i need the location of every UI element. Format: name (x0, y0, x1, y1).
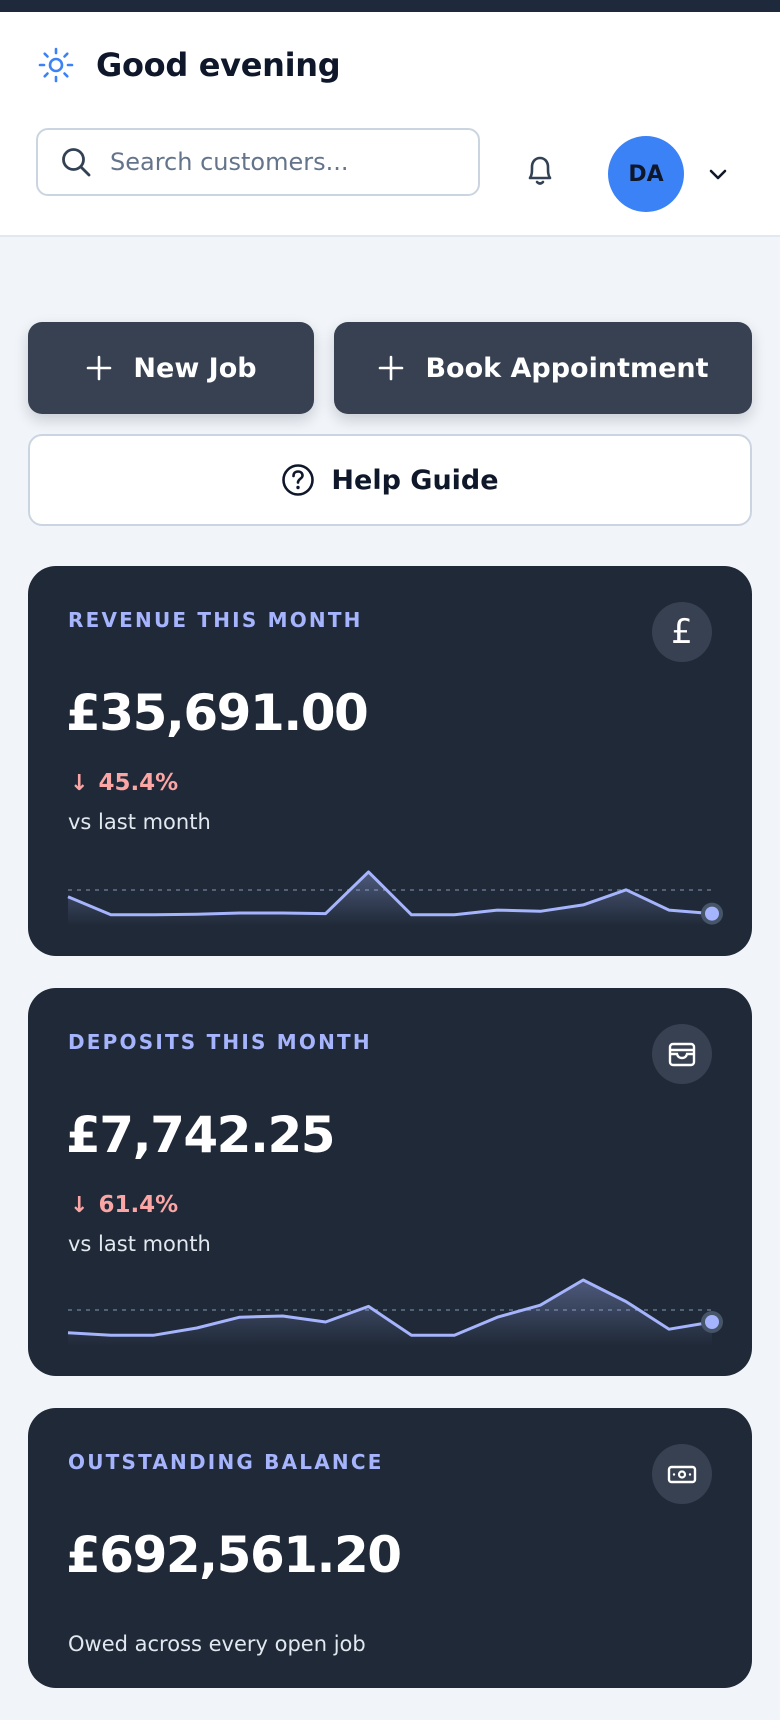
sparkline-line (67, 1278, 713, 1337)
outstanding-card-title: OUTSTANDING BALANCE (68, 1450, 384, 1474)
revenue-change-value: 45.4% (98, 770, 179, 796)
sparkline-area (68, 1280, 712, 1346)
greeting-text: Good evening (96, 46, 341, 84)
deposits-change: ↓ 61.4% (70, 1192, 178, 1218)
greeting: Good evening (38, 46, 341, 84)
outstanding-value: £692,561.20 (66, 1526, 402, 1584)
deposits-sparkline (67, 1278, 723, 1346)
revenue-comparison: vs last month (68, 810, 211, 834)
search-box[interactable] (36, 128, 480, 196)
arrow-down-icon: ↓ (70, 1192, 89, 1218)
chevron-down-icon[interactable] (706, 162, 730, 186)
sparkline-end-point (705, 1315, 719, 1329)
help-guide-button[interactable]: Help Guide (28, 434, 752, 526)
deposits-card[interactable]: DEPOSITS THIS MONTH £7,742.25 ↓ 61.4% vs… (28, 988, 752, 1376)
sun-icon (38, 47, 74, 83)
notification-bell-icon[interactable] (520, 150, 560, 190)
revenue-card-title: REVENUE THIS MONTH (68, 608, 363, 632)
arrow-down-icon: ↓ (70, 770, 89, 796)
new-job-label: New Job (133, 352, 257, 384)
sparkline-area (68, 871, 712, 926)
new-job-button[interactable]: New Job (28, 322, 314, 414)
wallet-icon (652, 1024, 712, 1084)
app-header: Good evening DA (0, 12, 780, 237)
deposits-card-title: DEPOSITS THIS MONTH (68, 1030, 372, 1054)
revenue-sparkline (67, 870, 723, 926)
sparkline-end-point (705, 906, 719, 921)
book-appointment-button[interactable]: Book Appointment (334, 322, 752, 414)
pound-sign-icon: £ (652, 602, 712, 662)
sparkline-line (67, 870, 713, 917)
plus-icon (379, 355, 404, 381)
plus-icon (87, 355, 112, 381)
search-icon (62, 148, 91, 177)
deposits-comparison: vs last month (68, 1232, 211, 1256)
revenue-card[interactable]: REVENUE THIS MONTH £ £35,691.00 ↓ 45.4% … (28, 566, 752, 956)
book-appointment-label: Book Appointment (425, 352, 709, 384)
help-guide-label: Help Guide (331, 464, 499, 496)
top-status-bar (0, 0, 780, 12)
help-circle-icon (282, 464, 315, 496)
avatar[interactable]: DA (608, 136, 684, 212)
deposits-value: £7,742.25 (66, 1106, 336, 1164)
banknote-icon (652, 1444, 712, 1504)
search-input[interactable] (110, 148, 450, 176)
deposits-change-value: 61.4% (98, 1192, 179, 1218)
revenue-change: ↓ 45.4% (70, 770, 178, 796)
outstanding-caption: Owed across every open job (68, 1632, 366, 1656)
revenue-value: £35,691.00 (66, 684, 369, 742)
outstanding-card[interactable]: OUTSTANDING BALANCE £692,561.20 Owed acr… (28, 1408, 752, 1688)
